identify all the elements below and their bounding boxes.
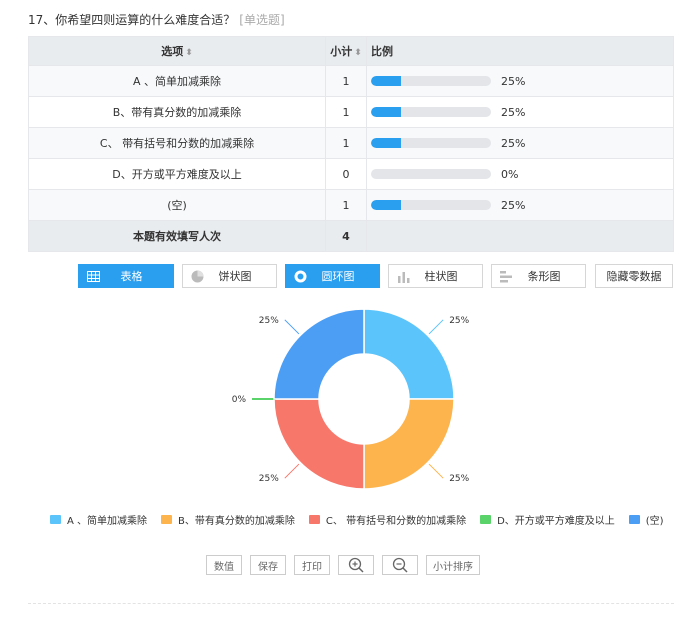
legend-swatch	[628, 515, 640, 524]
header-option[interactable]: 选项 ⬍	[28, 36, 326, 66]
donut-view-button[interactable]: 圆环图	[285, 264, 380, 288]
legend-item[interactable]: A 、简单加减乘除	[50, 512, 147, 527]
percent-label: 25%	[501, 136, 526, 150]
legend-swatch	[161, 515, 173, 524]
column-chart-icon	[396, 269, 410, 283]
legend-label: C、 带有括号和分数的加减乘除	[325, 516, 467, 527]
slice-label: 25%	[449, 316, 469, 326]
column-view-button[interactable]: 柱状图	[388, 264, 483, 288]
table-row: A 、简单加减乘除 1 25%	[28, 65, 674, 97]
question-text: 17、你希望四则运算的什么难度合适？	[28, 13, 236, 27]
bar-view-button[interactable]: 条形图	[491, 264, 586, 288]
progress-bar-fill	[371, 107, 401, 118]
legend-item[interactable]: B、带有真分数的加减乘除	[161, 512, 295, 527]
print-button[interactable]: 打印	[294, 555, 330, 575]
leader-line	[428, 463, 444, 479]
ratio-cell: 0%	[366, 158, 674, 190]
question-title: 17、你希望四则运算的什么难度合适？ [单选题]	[28, 11, 285, 28]
values-button[interactable]: 数值	[206, 555, 242, 575]
count-cell: 1	[325, 189, 367, 221]
chart-legend: A 、简单加减乘除 B、带有真分数的加减乘除 C、 带有括号和分数的加减乘除 D、开方…	[50, 512, 678, 527]
table-row: C、 带有括号和分数的加减乘除 1 25%	[28, 127, 674, 159]
option-cell: (空)	[28, 189, 326, 221]
progress-bar	[371, 107, 491, 118]
slice-label: 25%	[259, 474, 279, 484]
legend-label: B、带有真分数的加减乘除	[178, 516, 295, 527]
leader-line	[284, 319, 300, 335]
table-view-button[interactable]: 表格	[78, 264, 174, 288]
table-header-row: 选项 ⬍ 小计 ⬍ 比例	[28, 36, 674, 66]
table-row: D、开方或平方难度及以上 0 0%	[28, 158, 674, 190]
section-divider	[28, 603, 674, 604]
table-icon	[86, 269, 100, 283]
progress-bar-fill	[371, 138, 401, 149]
ratio-cell: 25%	[366, 189, 674, 221]
total-count: 4	[325, 220, 367, 252]
slice-label: 25%	[449, 474, 469, 484]
legend-item[interactable]: (空)	[628, 512, 664, 527]
percent-label: 25%	[501, 74, 526, 88]
zoom-in-icon	[348, 557, 364, 573]
total-label: 本题有效填写人次	[28, 220, 326, 252]
donut-slice[interactable]	[273, 398, 365, 490]
sort-icon[interactable]: ⬍	[185, 48, 193, 58]
pie-chart-icon	[190, 269, 204, 283]
legend-label: (空)	[645, 516, 664, 527]
count-cell: 1	[325, 65, 367, 97]
legend-swatch	[308, 515, 320, 524]
hide-zero-button[interactable]: 隐藏零数据	[595, 264, 673, 288]
donut-chart: 25% 25% 25% 0% 25%	[232, 308, 470, 490]
count-cell: 1	[325, 127, 367, 159]
chart-toolbar: 数值 保存 打印 小计排序	[206, 555, 488, 575]
donut-slice[interactable]	[273, 308, 365, 400]
count-cell: 0	[325, 158, 367, 190]
percent-label: 0%	[501, 167, 519, 181]
ratio-cell: 25%	[366, 96, 674, 128]
slice-label: 25%	[259, 316, 279, 326]
legend-item[interactable]: D、开方或平方难度及以上	[480, 512, 615, 527]
legend-swatch	[50, 515, 61, 524]
sort-by-count-button[interactable]: 小计排序	[426, 555, 480, 575]
table-row: (空) 1 25%	[28, 189, 674, 221]
ratio-cell: 25%	[366, 65, 674, 97]
progress-bar-fill	[371, 76, 401, 87]
stats-table: 选项 ⬍ 小计 ⬍ 比例 A 、简单加减乘除 1 25% B、带有真分数的加减乘除 1 25%…	[28, 36, 674, 252]
legend-label: A 、简单加减乘除	[67, 516, 148, 527]
count-cell: 1	[325, 96, 367, 128]
progress-bar	[371, 169, 491, 180]
option-cell: C、 带有括号和分数的加减乘除	[28, 127, 326, 159]
percent-label: 25%	[501, 198, 526, 212]
header-ratio: 比例	[366, 36, 674, 66]
sort-icon[interactable]: ⬍	[354, 48, 362, 58]
option-cell: D、开方或平方难度及以上	[28, 158, 326, 190]
donut-slice[interactable]	[363, 398, 455, 490]
bar-chart-icon	[499, 269, 513, 283]
zoom-in-button[interactable]	[338, 555, 374, 575]
legend-swatch	[480, 515, 492, 524]
ratio-cell: 25%	[366, 127, 674, 159]
percent-label: 25%	[501, 105, 526, 119]
progress-bar	[371, 76, 491, 87]
table-row: B、带有真分数的加减乘除 1 25%	[28, 96, 674, 128]
progress-bar	[371, 138, 491, 149]
leader-line	[428, 319, 444, 335]
leader-line	[284, 463, 300, 479]
progress-bar	[371, 200, 491, 211]
donut-slice[interactable]	[363, 308, 455, 400]
option-cell: B、带有真分数的加减乘除	[28, 96, 326, 128]
header-count[interactable]: 小计 ⬍	[325, 36, 367, 66]
chart-view-switcher: 表格 饼状图 圆环图 柱状图 条形图 隐藏零数据	[0, 264, 698, 290]
question-type-tag: [单选题]	[239, 13, 285, 27]
save-button[interactable]: 保存	[250, 555, 286, 575]
total-row: 本题有效填写人次 4	[28, 220, 674, 252]
legend-label: D、开方或平方难度及以上	[497, 516, 615, 527]
slice-label: 0%	[232, 395, 247, 405]
pie-view-button[interactable]: 饼状图	[182, 264, 277, 288]
zoom-out-button[interactable]	[382, 555, 418, 575]
option-cell: A 、简单加减乘除	[28, 65, 326, 97]
zoom-out-icon	[392, 557, 408, 573]
progress-bar-fill	[371, 200, 401, 211]
legend-item[interactable]: C、 带有括号和分数的加减乘除	[308, 512, 467, 527]
donut-chart-icon	[293, 269, 307, 283]
